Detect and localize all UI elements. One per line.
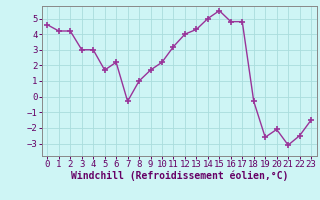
X-axis label: Windchill (Refroidissement éolien,°C): Windchill (Refroidissement éolien,°C)	[70, 171, 288, 181]
